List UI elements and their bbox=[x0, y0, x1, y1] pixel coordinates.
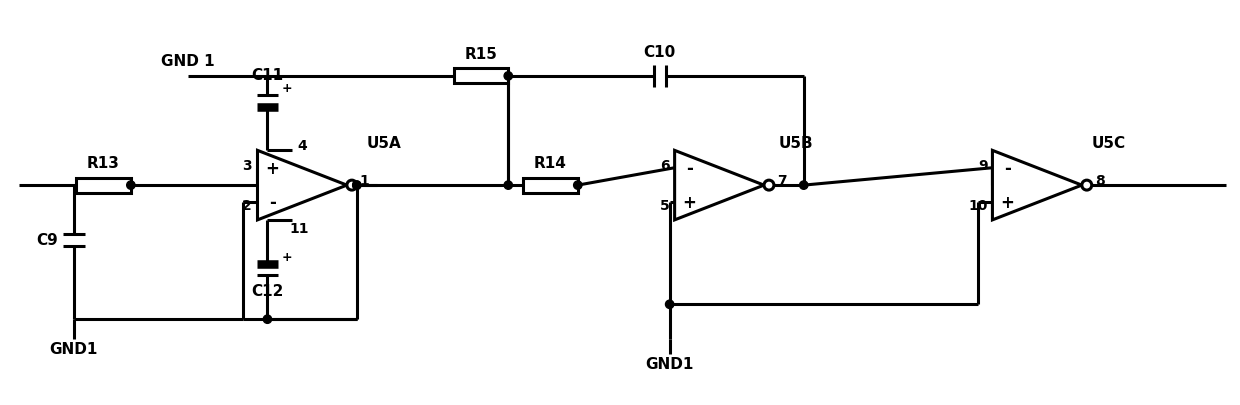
Circle shape bbox=[347, 181, 357, 191]
Polygon shape bbox=[675, 151, 764, 220]
Circle shape bbox=[666, 301, 673, 309]
Text: U5A: U5A bbox=[367, 136, 402, 151]
Text: 2: 2 bbox=[242, 199, 252, 213]
Text: 3: 3 bbox=[242, 158, 252, 173]
Circle shape bbox=[505, 181, 512, 190]
Text: 9: 9 bbox=[978, 158, 987, 173]
Circle shape bbox=[574, 181, 582, 190]
Circle shape bbox=[352, 181, 361, 190]
Circle shape bbox=[352, 181, 361, 190]
Polygon shape bbox=[992, 151, 1081, 220]
Bar bbox=[523, 178, 578, 193]
Circle shape bbox=[1081, 181, 1091, 191]
Text: 5: 5 bbox=[660, 199, 670, 213]
Text: -: - bbox=[1004, 159, 1011, 177]
Text: 10: 10 bbox=[968, 199, 987, 213]
Bar bbox=[76, 178, 131, 193]
Text: GND1: GND1 bbox=[646, 356, 694, 371]
Text: 8: 8 bbox=[1095, 174, 1105, 188]
Circle shape bbox=[263, 315, 272, 324]
Text: C12: C12 bbox=[252, 283, 284, 298]
Text: U5B: U5B bbox=[779, 136, 813, 151]
Text: +: + bbox=[682, 194, 697, 212]
Bar bbox=[454, 69, 508, 84]
Text: 6: 6 bbox=[660, 158, 670, 173]
Text: +: + bbox=[281, 250, 291, 263]
Text: R14: R14 bbox=[534, 156, 567, 171]
Text: C11: C11 bbox=[252, 68, 284, 83]
Polygon shape bbox=[258, 151, 347, 220]
Text: -: - bbox=[686, 159, 693, 177]
Text: C9: C9 bbox=[36, 232, 58, 247]
Text: 4: 4 bbox=[298, 139, 308, 153]
Text: R13: R13 bbox=[87, 156, 120, 171]
Text: +: + bbox=[265, 159, 279, 177]
Circle shape bbox=[800, 181, 808, 190]
Circle shape bbox=[764, 181, 774, 191]
Text: C10: C10 bbox=[644, 45, 676, 60]
Circle shape bbox=[126, 181, 135, 190]
Text: GND1: GND1 bbox=[50, 342, 98, 357]
Text: 1: 1 bbox=[360, 174, 370, 188]
Text: 11: 11 bbox=[289, 221, 309, 235]
Circle shape bbox=[505, 72, 512, 81]
Text: +: + bbox=[281, 81, 291, 94]
Text: 7: 7 bbox=[777, 174, 786, 188]
Text: -: - bbox=[269, 194, 275, 212]
Text: GND 1: GND 1 bbox=[161, 54, 215, 69]
Text: U5C: U5C bbox=[1091, 136, 1126, 151]
Text: +: + bbox=[1001, 194, 1014, 212]
Text: R15: R15 bbox=[465, 47, 497, 62]
